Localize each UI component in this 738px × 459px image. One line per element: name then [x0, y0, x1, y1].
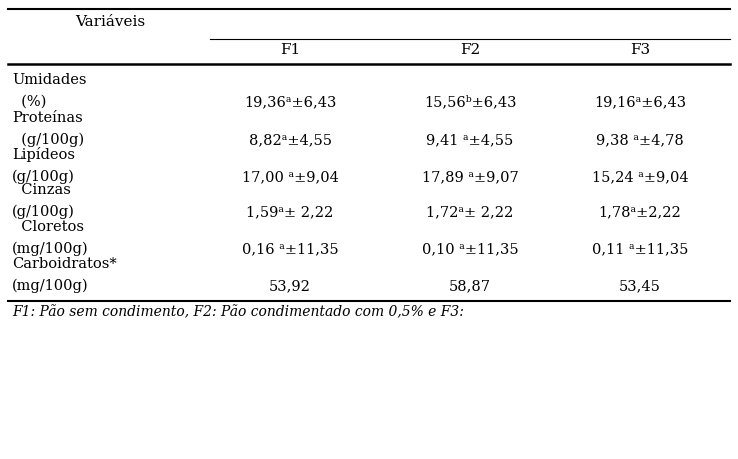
Text: 53,92: 53,92	[269, 279, 311, 292]
Text: 17,89 ᵃ±9,07: 17,89 ᵃ±9,07	[421, 170, 518, 184]
Text: 15,56ᵇ±6,43: 15,56ᵇ±6,43	[424, 95, 517, 109]
Text: Proteínas: Proteínas	[12, 111, 83, 125]
Text: Carboidratos*: Carboidratos*	[12, 257, 117, 270]
Text: F3: F3	[630, 43, 650, 57]
Text: (g/100g): (g/100g)	[12, 169, 75, 184]
Text: 17,00 ᵃ±9,04: 17,00 ᵃ±9,04	[241, 170, 339, 184]
Text: (g/100g): (g/100g)	[12, 204, 75, 219]
Text: (mg/100g): (mg/100g)	[12, 278, 89, 292]
Text: 19,36ᵃ±6,43: 19,36ᵃ±6,43	[244, 95, 337, 109]
Text: (mg/100g): (mg/100g)	[12, 241, 89, 256]
Text: 1,78ᵃ±2,22: 1,78ᵃ±2,22	[599, 205, 681, 218]
Text: 15,24 ᵃ±9,04: 15,24 ᵃ±9,04	[592, 170, 689, 184]
Text: F2: F2	[460, 43, 480, 57]
Text: Umidades: Umidades	[12, 73, 86, 87]
Text: Cloretos: Cloretos	[12, 219, 84, 234]
Text: F1: F1	[280, 43, 300, 57]
Text: 0,11 ᵃ±11,35: 0,11 ᵃ±11,35	[592, 241, 689, 256]
Text: 19,16ᵃ±6,43: 19,16ᵃ±6,43	[594, 95, 686, 109]
Text: 58,87: 58,87	[449, 279, 491, 292]
Text: 53,45: 53,45	[619, 279, 661, 292]
Text: Cinzas: Cinzas	[12, 183, 71, 196]
Text: (%): (%)	[12, 95, 46, 109]
Text: 1,72ᵃ± 2,22: 1,72ᵃ± 2,22	[427, 205, 514, 218]
Text: 1,59ᵃ± 2,22: 1,59ᵃ± 2,22	[246, 205, 334, 218]
Text: 8,82ᵃ±4,55: 8,82ᵃ±4,55	[249, 133, 331, 147]
Text: 9,41 ᵃ±4,55: 9,41 ᵃ±4,55	[427, 133, 514, 147]
Text: Variáveis: Variáveis	[75, 15, 145, 29]
Text: (g/100g): (g/100g)	[12, 133, 84, 147]
Text: 9,38 ᵃ±4,78: 9,38 ᵃ±4,78	[596, 133, 684, 147]
Text: Lipídeos: Lipídeos	[12, 147, 75, 162]
Text: F1: Pão sem condimento, F2: Pão condimentado com 0,5% e F3:: F1: Pão sem condimento, F2: Pão condimen…	[12, 304, 464, 318]
Text: 0,16 ᵃ±11,35: 0,16 ᵃ±11,35	[241, 241, 338, 256]
Text: 0,10 ᵃ±11,35: 0,10 ᵃ±11,35	[421, 241, 518, 256]
